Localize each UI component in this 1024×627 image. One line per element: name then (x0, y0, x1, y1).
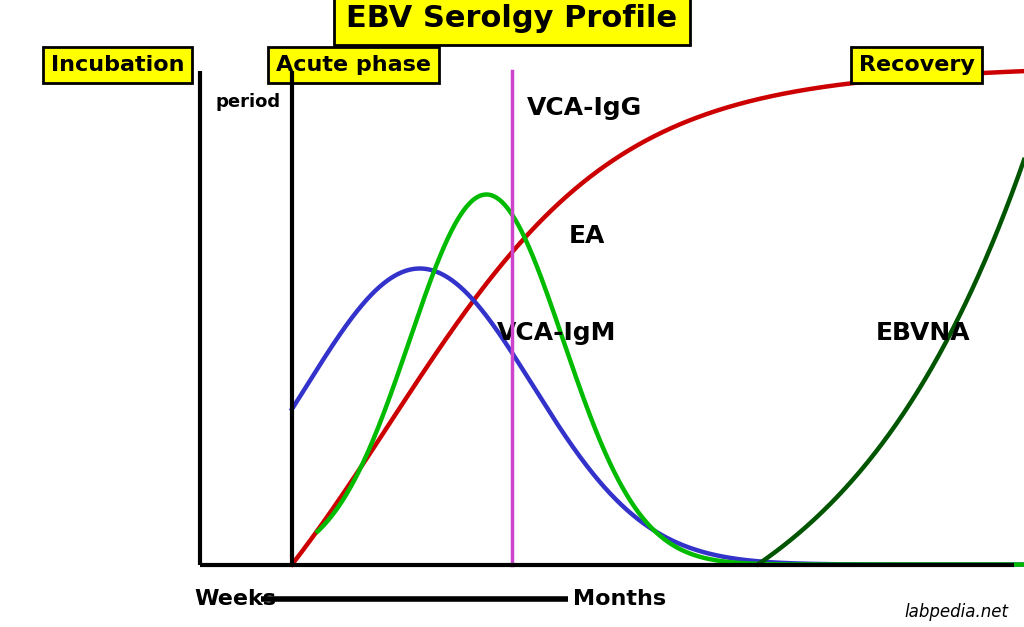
Text: EBVNA: EBVNA (876, 320, 970, 345)
Text: labpedia.net: labpedia.net (904, 603, 1009, 621)
Text: EBV Serolgy Profile: EBV Serolgy Profile (346, 4, 678, 33)
Text: Recovery: Recovery (858, 55, 975, 75)
Text: Acute phase: Acute phase (275, 55, 431, 75)
Text: Months: Months (573, 589, 667, 609)
Text: VCA-IgM: VCA-IgM (497, 320, 616, 345)
Text: period: period (215, 93, 281, 112)
Text: Incubation: Incubation (51, 55, 184, 75)
Text: Weeks: Weeks (195, 589, 276, 609)
Text: EA: EA (568, 224, 605, 248)
Text: VCA-IgG: VCA-IgG (527, 96, 643, 120)
